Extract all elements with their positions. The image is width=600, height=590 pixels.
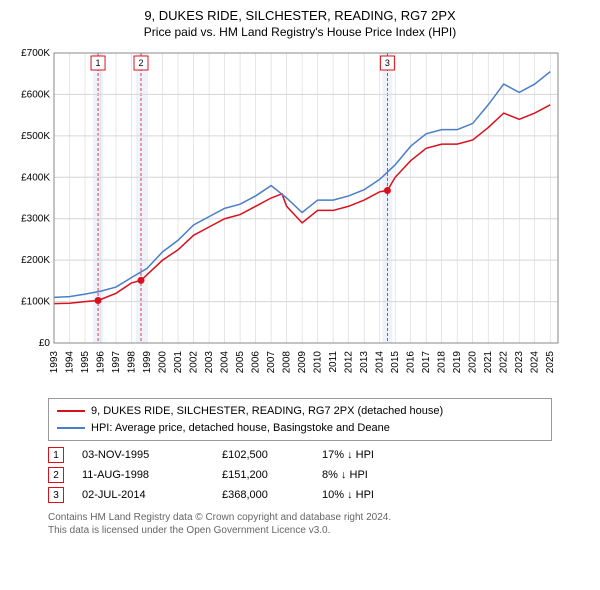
chart-title: 9, DUKES RIDE, SILCHESTER, READING, RG7 …	[8, 8, 592, 23]
chart-container: £0 £100K £200K £300K £400K £500K £600K £700K 199…	[8, 47, 592, 390]
legend-row: HPI: Average price, detached house, Basi…	[57, 420, 543, 437]
sale-price: £151,200	[222, 469, 322, 481]
legend-label: HPI: Average price, detached house, Basi…	[91, 420, 390, 437]
svg-text:2018: 2018	[437, 351, 448, 374]
svg-text:£100K: £100K	[21, 297, 50, 308]
svg-text:1996: 1996	[96, 351, 107, 374]
legend-swatch	[57, 410, 85, 412]
price-chart: £0 £100K £200K £300K £400K £500K £600K £700K 199…	[8, 47, 568, 387]
svg-text:2025: 2025	[545, 351, 556, 374]
sale-diff: 10% ↓ HPI	[322, 489, 422, 501]
svg-text:2005: 2005	[235, 351, 246, 374]
sale-date: 11-AUG-1998	[82, 469, 222, 481]
svg-text:2000: 2000	[158, 351, 169, 374]
svg-text:£400K: £400K	[21, 172, 50, 183]
svg-text:3: 3	[385, 58, 390, 68]
legend-label: 9, DUKES RIDE, SILCHESTER, READING, RG7 …	[91, 403, 443, 420]
chart-subtitle: Price paid vs. HM Land Registry's House …	[8, 25, 592, 39]
svg-text:2001: 2001	[173, 351, 184, 374]
sale-price: £368,000	[222, 489, 322, 501]
sale-price: £102,500	[222, 449, 322, 461]
svg-text:2019: 2019	[452, 351, 463, 374]
legend-swatch	[57, 427, 85, 429]
svg-text:1999: 1999	[142, 351, 153, 374]
svg-text:2024: 2024	[530, 351, 541, 374]
svg-text:£200K: £200K	[21, 255, 50, 266]
sale-marker-box: 3	[48, 487, 64, 503]
footnote-line-1: Contains HM Land Registry data © Crown c…	[48, 512, 391, 523]
sale-row: 3 02-JUL-2014£368,00010% ↓ HPI	[48, 487, 552, 503]
sale-row: 2 11-AUG-1998£151,2008% ↓ HPI	[48, 467, 552, 483]
svg-text:2015: 2015	[390, 351, 401, 374]
svg-text:2014: 2014	[375, 351, 386, 374]
svg-text:£600K: £600K	[21, 89, 50, 100]
svg-text:2003: 2003	[204, 351, 215, 374]
svg-text:2022: 2022	[499, 351, 510, 374]
svg-text:2012: 2012	[344, 351, 355, 374]
svg-text:2009: 2009	[297, 351, 308, 374]
svg-text:2021: 2021	[483, 351, 494, 374]
svg-text:2011: 2011	[328, 351, 339, 373]
svg-text:2007: 2007	[266, 351, 277, 374]
svg-text:2004: 2004	[220, 351, 231, 374]
sale-marker-box: 1	[48, 447, 64, 463]
svg-text:1998: 1998	[127, 351, 138, 374]
svg-text:2008: 2008	[282, 351, 293, 374]
legend-row: 9, DUKES RIDE, SILCHESTER, READING, RG7 …	[57, 403, 543, 420]
svg-text:2002: 2002	[189, 351, 200, 374]
footnote-line-2: This data is licensed under the Open Gov…	[48, 525, 330, 536]
sale-diff: 8% ↓ HPI	[322, 469, 422, 481]
svg-text:2: 2	[138, 58, 143, 68]
svg-text:2013: 2013	[359, 351, 370, 374]
svg-text:1997: 1997	[111, 351, 122, 374]
svg-text:£500K: £500K	[21, 131, 50, 142]
sales-table: 1 03-NOV-1995£102,50017% ↓ HPI 2 11-AUG-199…	[48, 447, 552, 503]
svg-text:2017: 2017	[421, 351, 432, 374]
svg-text:2020: 2020	[468, 351, 479, 374]
sale-diff: 17% ↓ HPI	[322, 449, 422, 461]
sale-date: 02-JUL-2014	[82, 489, 222, 501]
svg-text:2010: 2010	[313, 351, 324, 374]
svg-text:£300K: £300K	[21, 214, 50, 225]
svg-text:2016: 2016	[406, 351, 417, 374]
sale-row: 1 03-NOV-1995£102,50017% ↓ HPI	[48, 447, 552, 463]
svg-text:1994: 1994	[65, 351, 76, 374]
svg-text:1: 1	[96, 58, 101, 68]
legend: 9, DUKES RIDE, SILCHESTER, READING, RG7 …	[48, 398, 552, 441]
svg-text:2023: 2023	[514, 351, 525, 374]
svg-text:2006: 2006	[251, 351, 262, 374]
svg-text:1995: 1995	[80, 351, 91, 374]
footnote: Contains HM Land Registry data © Crown c…	[48, 511, 552, 537]
svg-text:£0: £0	[39, 338, 51, 349]
sale-date: 03-NOV-1995	[82, 449, 222, 461]
sale-marker-box: 2	[48, 467, 64, 483]
svg-text:1993: 1993	[49, 351, 60, 374]
svg-text:£700K: £700K	[21, 48, 50, 59]
